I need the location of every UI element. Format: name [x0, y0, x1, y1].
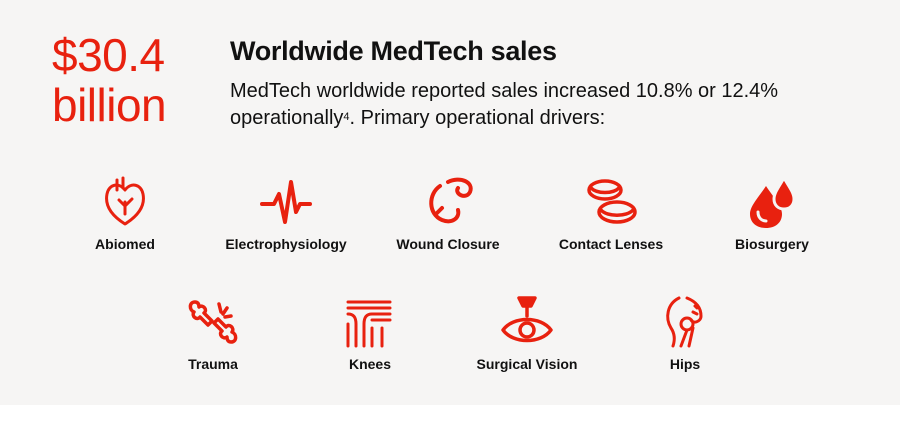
driver-label: Electrophysiology [225, 236, 347, 252]
description-text: MedTech worldwide reported sales increas… [230, 80, 779, 129]
content-panel: $30.4 billion Worldwide MedTech sales Me… [0, 0, 900, 405]
driver-label: Trauma [188, 356, 238, 372]
heartbeat-pulse-icon [260, 180, 312, 224]
driver-surgical-vision: Surgical Vision [447, 294, 607, 372]
suture-needle-icon [429, 177, 473, 224]
contact-lenses-icon [587, 179, 637, 224]
eye-laser-icon [501, 296, 553, 343]
sales-amount-unit: billion [52, 79, 167, 131]
driver-contact-lenses: Contact Lenses [531, 174, 691, 252]
driver-wound-closure: Wound Closure [368, 174, 528, 252]
section-description: MedTech worldwide reported sales increas… [230, 78, 830, 132]
driver-abiomed: Abiomed [45, 174, 205, 252]
sales-amount: $30.4 billion [52, 29, 167, 131]
heart-icon [105, 176, 145, 226]
broken-bone-icon [188, 300, 238, 344]
driver-trauma: Trauma [133, 294, 293, 372]
driver-label: Wound Closure [396, 236, 500, 252]
driver-label: Abiomed [95, 236, 155, 252]
driver-label: Biosurgery [735, 236, 809, 252]
driver-electrophysiology: Electrophysiology [206, 174, 366, 252]
driver-label: Hips [669, 356, 701, 372]
blood-drops-icon [750, 175, 796, 228]
driver-label: Contact Lenses [558, 236, 664, 252]
driver-knees: Knees [290, 294, 450, 372]
footnote-marker: 4 [343, 111, 350, 123]
driver-biosurgery: Biosurgery [692, 174, 852, 252]
sales-amount-value: $30.4 [52, 29, 165, 81]
driver-hips: Hips [605, 294, 765, 372]
description-tail: . Primary operational drivers: [349, 107, 606, 129]
section-title: Worldwide MedTech sales [230, 36, 557, 66]
knee-joint-icon [346, 300, 392, 348]
driver-label: Surgical Vision [476, 356, 578, 372]
driver-label: Knees [348, 356, 392, 372]
hip-joint-icon [666, 296, 703, 348]
